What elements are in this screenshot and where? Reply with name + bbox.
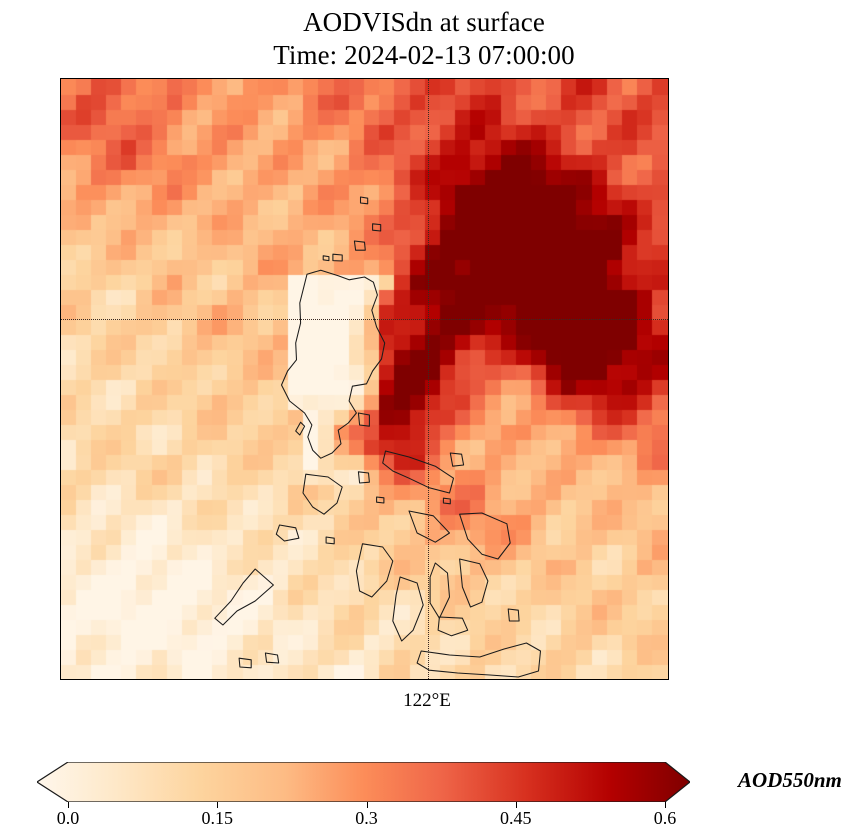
axis-tick-16n bbox=[60, 319, 61, 320]
aod-heatmap-raster bbox=[61, 79, 668, 679]
axis-label-122e: 122°E bbox=[403, 690, 451, 711]
map-plot-area[interactable] bbox=[60, 78, 669, 680]
colorbar-tick-label: 0.3 bbox=[355, 808, 378, 828]
colorbar-tick bbox=[665, 802, 667, 808]
axis-tick-122e bbox=[428, 78, 429, 79]
colorbar-tick-label: 0.0 bbox=[56, 808, 80, 828]
colorbar-tick bbox=[217, 802, 219, 808]
colorbar-tick-label: 0.6 bbox=[653, 808, 677, 828]
title-line-time: Time: 2024-02-13 07:00:00 bbox=[273, 39, 575, 70]
figure-title: AODVISdn at surface Time: 2024-02-13 07:… bbox=[0, 6, 848, 72]
colorbar-tick bbox=[366, 802, 368, 808]
colorbar-label: AOD550nm bbox=[738, 768, 842, 792]
colorbar-tick-label: 0.15 bbox=[201, 808, 234, 828]
colorbar-gradient bbox=[37, 762, 690, 802]
colorbar-tick-label: 0.45 bbox=[500, 808, 532, 828]
colorbar[interactable]: 0.0 0.15 0.3 0.45 0.6 bbox=[37, 762, 690, 828]
colorbar-tick bbox=[68, 802, 70, 808]
colorbar-tick bbox=[515, 802, 517, 808]
title-line-variable: AODVISdn at surface bbox=[303, 7, 545, 37]
